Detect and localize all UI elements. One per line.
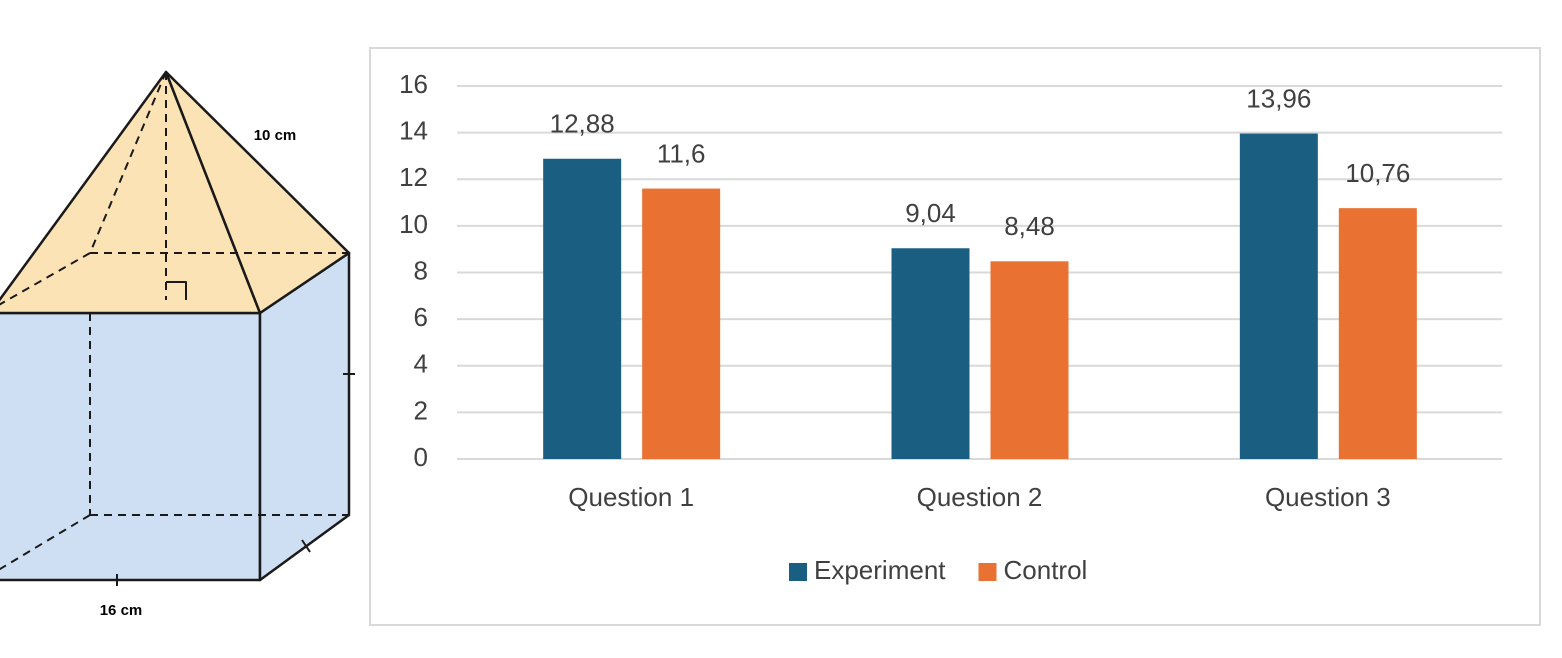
data-label: 8,48	[1004, 211, 1055, 241]
data-label: 13,96	[1246, 83, 1311, 113]
bar	[1338, 208, 1417, 459]
chart: 0 2 4 6 8 10 12 14 16 Question 1 12,88 11,6 Question…	[399, 69, 1502, 585]
y-tick-label: 12	[399, 162, 428, 192]
legend-label: Control	[1004, 555, 1088, 585]
data-label: 11,6	[657, 138, 706, 168]
data-label: 12,88	[550, 109, 615, 139]
bar	[990, 261, 1069, 459]
bar	[1239, 133, 1318, 459]
x-tick-label: Question 2	[917, 482, 1043, 512]
y-tick-label: 16	[399, 69, 428, 99]
y-tick-label: 14	[399, 116, 428, 146]
legend-swatch	[978, 563, 997, 581]
equal-tick	[301, 539, 311, 553]
bar	[543, 158, 622, 460]
x-tick-label: Question 1	[568, 482, 694, 512]
figure-label: 16 cm	[100, 602, 143, 619]
cube-front-face	[0, 311, 262, 582]
y-tick-label: 0	[414, 442, 428, 472]
figure-label: 10 cm	[254, 127, 297, 144]
y-tick-label: 8	[414, 255, 428, 285]
right-angle-marker	[166, 281, 187, 300]
y-tick-label: 4	[414, 349, 428, 379]
legend-swatch	[789, 563, 807, 581]
legend-label: Experiment	[814, 555, 946, 585]
data-label: 9,04	[905, 198, 956, 228]
data-label: 10,76	[1345, 158, 1410, 188]
x-tick-label: Question 3	[1265, 482, 1391, 512]
hidden-edges	[0, 71, 349, 571]
bar	[642, 188, 721, 459]
geometry-figure	[0, 70, 355, 586]
bar	[891, 248, 970, 459]
y-tick-label: 2	[414, 395, 428, 425]
y-tick-label: 6	[414, 302, 428, 332]
y-tick-label: 10	[399, 209, 428, 239]
